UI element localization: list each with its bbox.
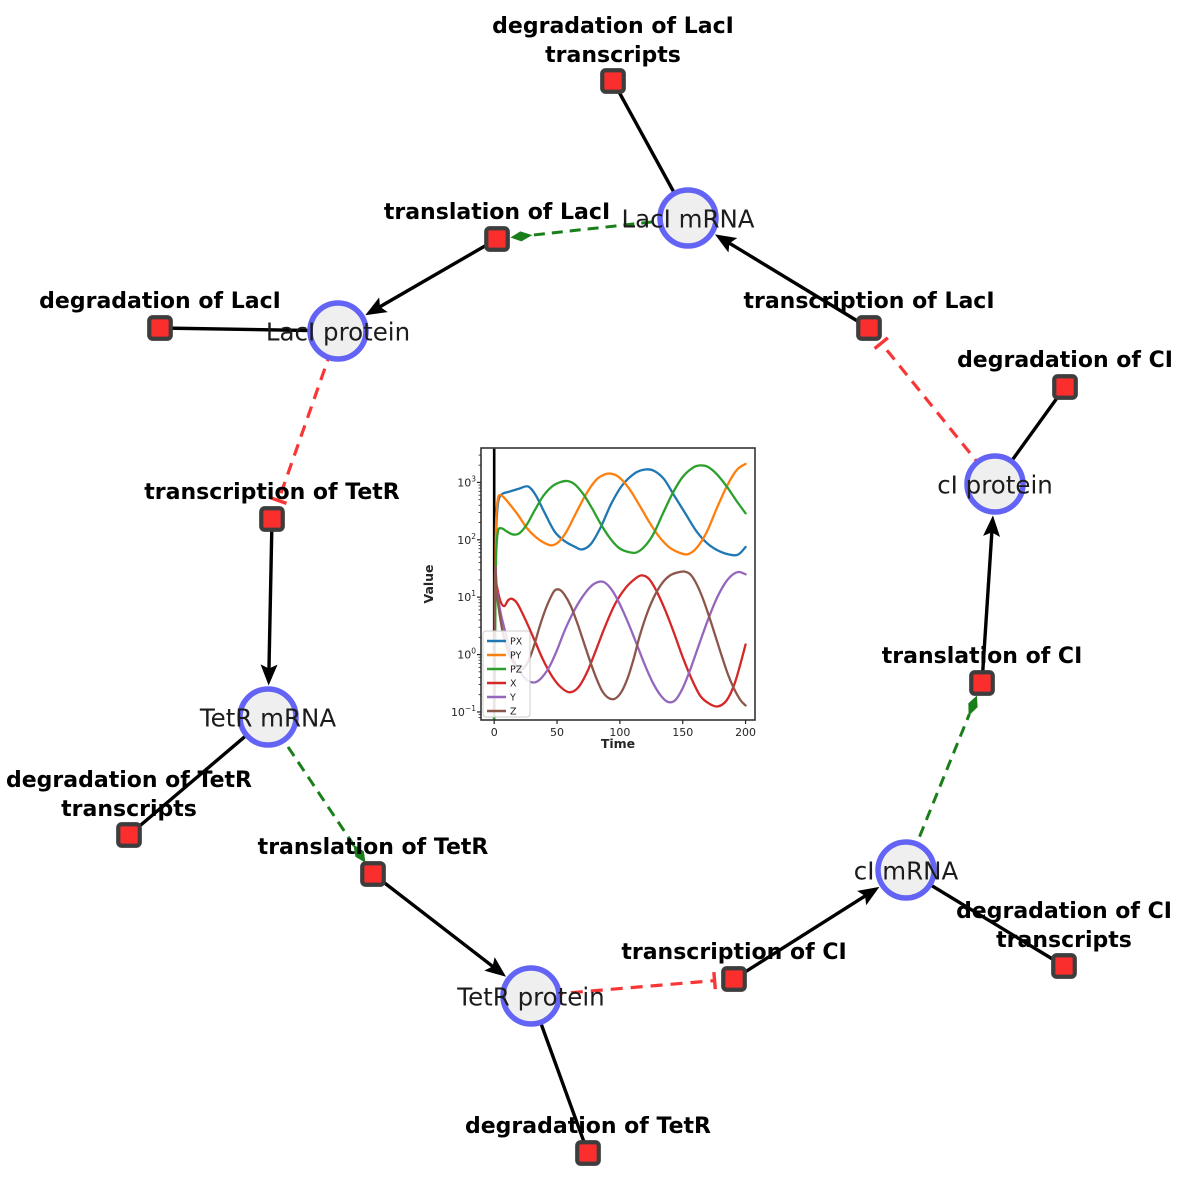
edge-transcription-of-tetr-to-tetr-mrna	[267, 518, 274, 671]
edges-layer	[127, 80, 1067, 1154]
legend-label-X: X	[510, 679, 517, 690]
edge-translation-of-tetr-to-tetr-protein	[371, 872, 496, 969]
edge-transcription-of-laci-to-laci-mrna	[726, 240, 870, 330]
reaction-label-transcription-of-ci: transcription of CI	[621, 940, 846, 965]
x-tick-label: 0	[491, 726, 498, 739]
reaction-node-translation-of-tetr	[360, 861, 386, 887]
edge-transcription-of-laci-to-laci-mrna-arrowhead-icon	[714, 234, 738, 253]
legend-label-PY: PY	[510, 651, 522, 662]
legend-label-Y: Y	[509, 693, 516, 704]
edge-translation-of-ci-to-ci-protein	[980, 530, 994, 684]
species-label-ci-protein: cI protein	[937, 471, 1053, 500]
reaction-label-degradation-of-tetr-transcripts: transcripts	[61, 797, 197, 822]
reaction-label-degradation-of-ci: degradation of CI	[957, 348, 1173, 373]
y-tick-label: 101	[457, 589, 476, 604]
edge-laci-mrna-to-translation-of-laci-diamond-arrowhead-icon	[510, 231, 533, 242]
y-tick-label: 102	[457, 532, 476, 547]
y-tick-label: 10−1	[451, 704, 476, 719]
legend-label-PZ: PZ	[510, 665, 523, 676]
legend-label-Z: Z	[510, 707, 517, 718]
reaction-node-degradation-of-ci-transcripts	[1051, 953, 1077, 979]
reaction-label-transcription-of-laci: transcription of LacI	[743, 289, 994, 314]
species-label-ci-mrna: cI mRNA	[854, 857, 959, 886]
labels-layer: degradation of LacI transcripts translatio…	[6, 14, 1173, 1139]
edge-transcription-of-ci-to-ci-mrna	[733, 893, 868, 981]
reaction-node-degradation-of-laci	[147, 315, 173, 341]
edge-transcription-of-ci-to-ci-mrna-arrowhead-icon	[857, 886, 880, 906]
edge-ci-mrna-to-translation-of-ci-diamond-arrowhead-icon	[968, 695, 978, 716]
reaction-label-degradation-of-laci-transcripts: transcripts	[545, 43, 681, 68]
plot-frame	[480, 447, 756, 721]
reaction-label-translation-of-laci: translation of LacI	[384, 200, 610, 225]
edge-translation-of-tetr-to-tetr-protein-arrowhead-icon	[484, 957, 507, 977]
nodes-layer	[116, 68, 1078, 1166]
reaction-label-degradation-of-laci: degradation of LacI	[39, 289, 281, 314]
species-node-laci-protein	[307, 300, 369, 362]
edge-ci-protein-to-transcription-of-laci-tbar-icon	[873, 336, 889, 350]
edge-tetr-mrna-to-translation-of-tetr-diamond-arrowhead-icon	[353, 844, 366, 863]
y-tick-label: 100	[457, 647, 476, 662]
edge-transcription-of-tetr-to-tetr-mrna-arrowhead-icon	[260, 664, 278, 686]
species-node-ci-protein	[964, 453, 1026, 515]
reaction-label-translation-of-tetr: translation of TetR	[258, 835, 489, 860]
species-label-tetr-protein: TetR protein	[456, 983, 604, 1012]
series-line-PZ	[493, 464, 747, 720]
reaction-node-degradation-of-ci	[1052, 374, 1078, 400]
reaction-node-translation-of-laci	[484, 226, 510, 252]
edge-translation-of-ci-to-ci-protein-arrowhead-icon	[983, 515, 1001, 537]
reaction-label-degradation-of-ci-transcripts: transcripts	[996, 928, 1132, 953]
species-label-tetr-mrna: TetR mRNA	[199, 704, 337, 733]
species-node-laci-mrna	[657, 187, 719, 249]
reaction-node-transcription-of-ci	[721, 966, 747, 992]
reaction-node-degradation-of-laci-transcripts	[600, 68, 626, 94]
edge-ci-mrna-to-degradation-of-ci-transcripts	[905, 868, 1065, 968]
edge-translation-of-laci-to-laci-protein-arrowhead-icon	[365, 297, 388, 316]
x-axis-title: Time	[601, 736, 635, 751]
edge-tetr-protein-to-transcription-of-ci-tbar-icon	[712, 972, 717, 990]
legend-box	[482, 630, 531, 718]
edge-translation-of-laci-to-laci-protein	[377, 237, 498, 310]
reaction-label-degradation-of-tetr-transcripts: degradation of TetR	[6, 768, 252, 793]
legend: PX PY PZ XYZ	[482, 630, 531, 718]
reaction-label-degradation-of-tetr: degradation of TetR	[465, 1114, 711, 1139]
x-tick-label: 150	[672, 726, 693, 739]
edge-laci-protein-to-transcription-of-tetr-tbar-icon	[269, 496, 288, 506]
reaction-node-transcription-of-tetr	[259, 506, 285, 532]
x-tick-label: 200	[735, 726, 756, 739]
species-label-laci-protein: LacI protein	[266, 318, 410, 347]
species-node-tetr-mrna	[237, 686, 299, 748]
species-label-laci-mrna: LacI mRNA	[621, 205, 754, 234]
series-line-PY	[493, 462, 747, 720]
reaction-label-translation-of-ci: translation of CI	[882, 644, 1083, 669]
y-tick-label: 103	[457, 474, 476, 489]
series-line-PX	[493, 468, 747, 720]
series-line-X	[493, 565, 747, 714]
reaction-node-degradation-of-tetr	[575, 1140, 601, 1166]
y-axis-title: Value	[421, 564, 436, 603]
reaction-node-degradation-of-tetr-transcripts	[116, 822, 142, 848]
x-tick-label: 50	[550, 726, 564, 739]
reaction-node-transcription-of-laci	[856, 315, 882, 341]
reaction-label-transcription-of-tetr: transcription of TetR	[144, 480, 400, 505]
inset-chart: 0 50 100 150 20010−1100101102103TimeValuePXP…	[421, 447, 756, 751]
reaction-label-degradation-of-laci-transcripts: degradation of LacI	[492, 14, 734, 39]
reaction-label-degradation-of-ci-transcripts: degradation of CI	[956, 899, 1172, 924]
legend-label-PX: PX	[510, 637, 523, 648]
reaction-node-translation-of-ci	[969, 670, 995, 696]
x-tick-label: 100	[609, 726, 630, 739]
species-node-ci-mrna	[875, 839, 937, 901]
species-node-tetr-protein	[500, 965, 562, 1027]
